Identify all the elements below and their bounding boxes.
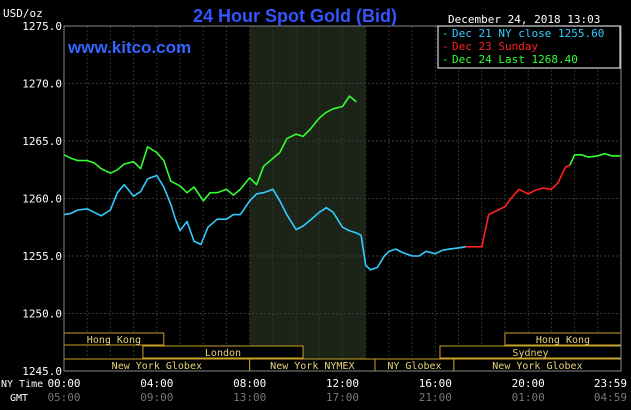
x-tick-label-ny: 00:00 — [47, 377, 80, 390]
session-label: Sydney — [512, 348, 548, 359]
x-tick-label-gmt: 21:00 — [419, 391, 452, 404]
legend-item-last: Dec 24 Last 1268.40 — [452, 53, 578, 66]
chart-title: 24 Hour Spot Gold (Bid) — [193, 6, 397, 26]
session-bar-box — [142, 345, 304, 359]
session-label: Hong Kong — [87, 335, 141, 346]
x-tick-label-ny: 20:00 — [512, 377, 545, 390]
session-label: Hong Kong — [536, 335, 590, 346]
watermark: www.kitco.com — [67, 38, 191, 57]
x-tick-label-gmt: 17:00 — [326, 391, 359, 404]
y-tick-label: 1245.0 — [22, 365, 62, 378]
session-label: New York NYMEX — [270, 361, 354, 372]
session-bar: NY Globex — [374, 358, 455, 372]
session-bar: Sydney — [439, 345, 622, 359]
session-bar: New York NYMEX — [249, 358, 376, 372]
series-last-line — [569, 152, 621, 166]
x-tick-label-ny: 23:59 — [594, 377, 627, 390]
legend-item-ny-close: Dec 21 NY close 1255.60 — [452, 27, 604, 40]
legend-marker: - — [442, 53, 449, 66]
legend-item-sunday: Dec 23 Sunday — [452, 40, 538, 53]
ny-time-label: NY Time — [1, 379, 43, 390]
session-bar: New York Globex — [453, 358, 622, 372]
x-tick-label-ny: 04:00 — [140, 377, 173, 390]
unit-label: USD/oz — [3, 7, 43, 20]
y-tick-label: 1250.0 — [22, 308, 62, 321]
x-tick-label-gmt: 01:00 — [512, 391, 545, 404]
x-tick-label-ny: 16:00 — [419, 377, 452, 390]
legend-marker: - — [442, 27, 449, 40]
session-bar: Hong Kong — [63, 332, 165, 346]
y-tick-label: 1260.0 — [22, 193, 62, 206]
x-tick-label-gmt: 09:00 — [140, 391, 173, 404]
session-label: New York Globex — [112, 361, 202, 372]
x-tick-label-ny: 08:00 — [233, 377, 266, 390]
session-label: NY Globex — [387, 361, 441, 372]
x-tick-label-gmt: 04:59 — [594, 391, 627, 404]
legend-marker: - — [442, 40, 449, 53]
timestamp: December 24, 2018 13:03 — [448, 13, 600, 26]
legend-box — [437, 25, 621, 69]
series-sunday-line — [465, 164, 571, 248]
series-last-line — [63, 95, 357, 202]
y-tick-label: 1270.0 — [22, 78, 62, 91]
y-tick-label: 1255.0 — [22, 250, 62, 263]
y-tick-label: 1275.0 — [22, 20, 62, 33]
session-label: London — [205, 348, 241, 359]
plot-frame — [63, 25, 622, 372]
session-bar: Hong Kong — [504, 332, 622, 346]
y-tick-label: 1265.0 — [22, 135, 62, 148]
x-tick-label-ny: 12:00 — [326, 377, 359, 390]
session-label: New York Globex — [492, 361, 582, 372]
series-ny-close-line — [63, 174, 466, 271]
gmt-label: GMT — [10, 393, 28, 404]
session-bar: London — [142, 345, 304, 359]
x-tick-label-gmt: 05:00 — [47, 391, 80, 404]
session-bar: New York Globex — [63, 358, 251, 372]
x-tick-label-gmt: 13:00 — [233, 391, 266, 404]
legend: Dec 21 NY close 1255.60 - Dec 23 Sunday … — [437, 25, 621, 69]
